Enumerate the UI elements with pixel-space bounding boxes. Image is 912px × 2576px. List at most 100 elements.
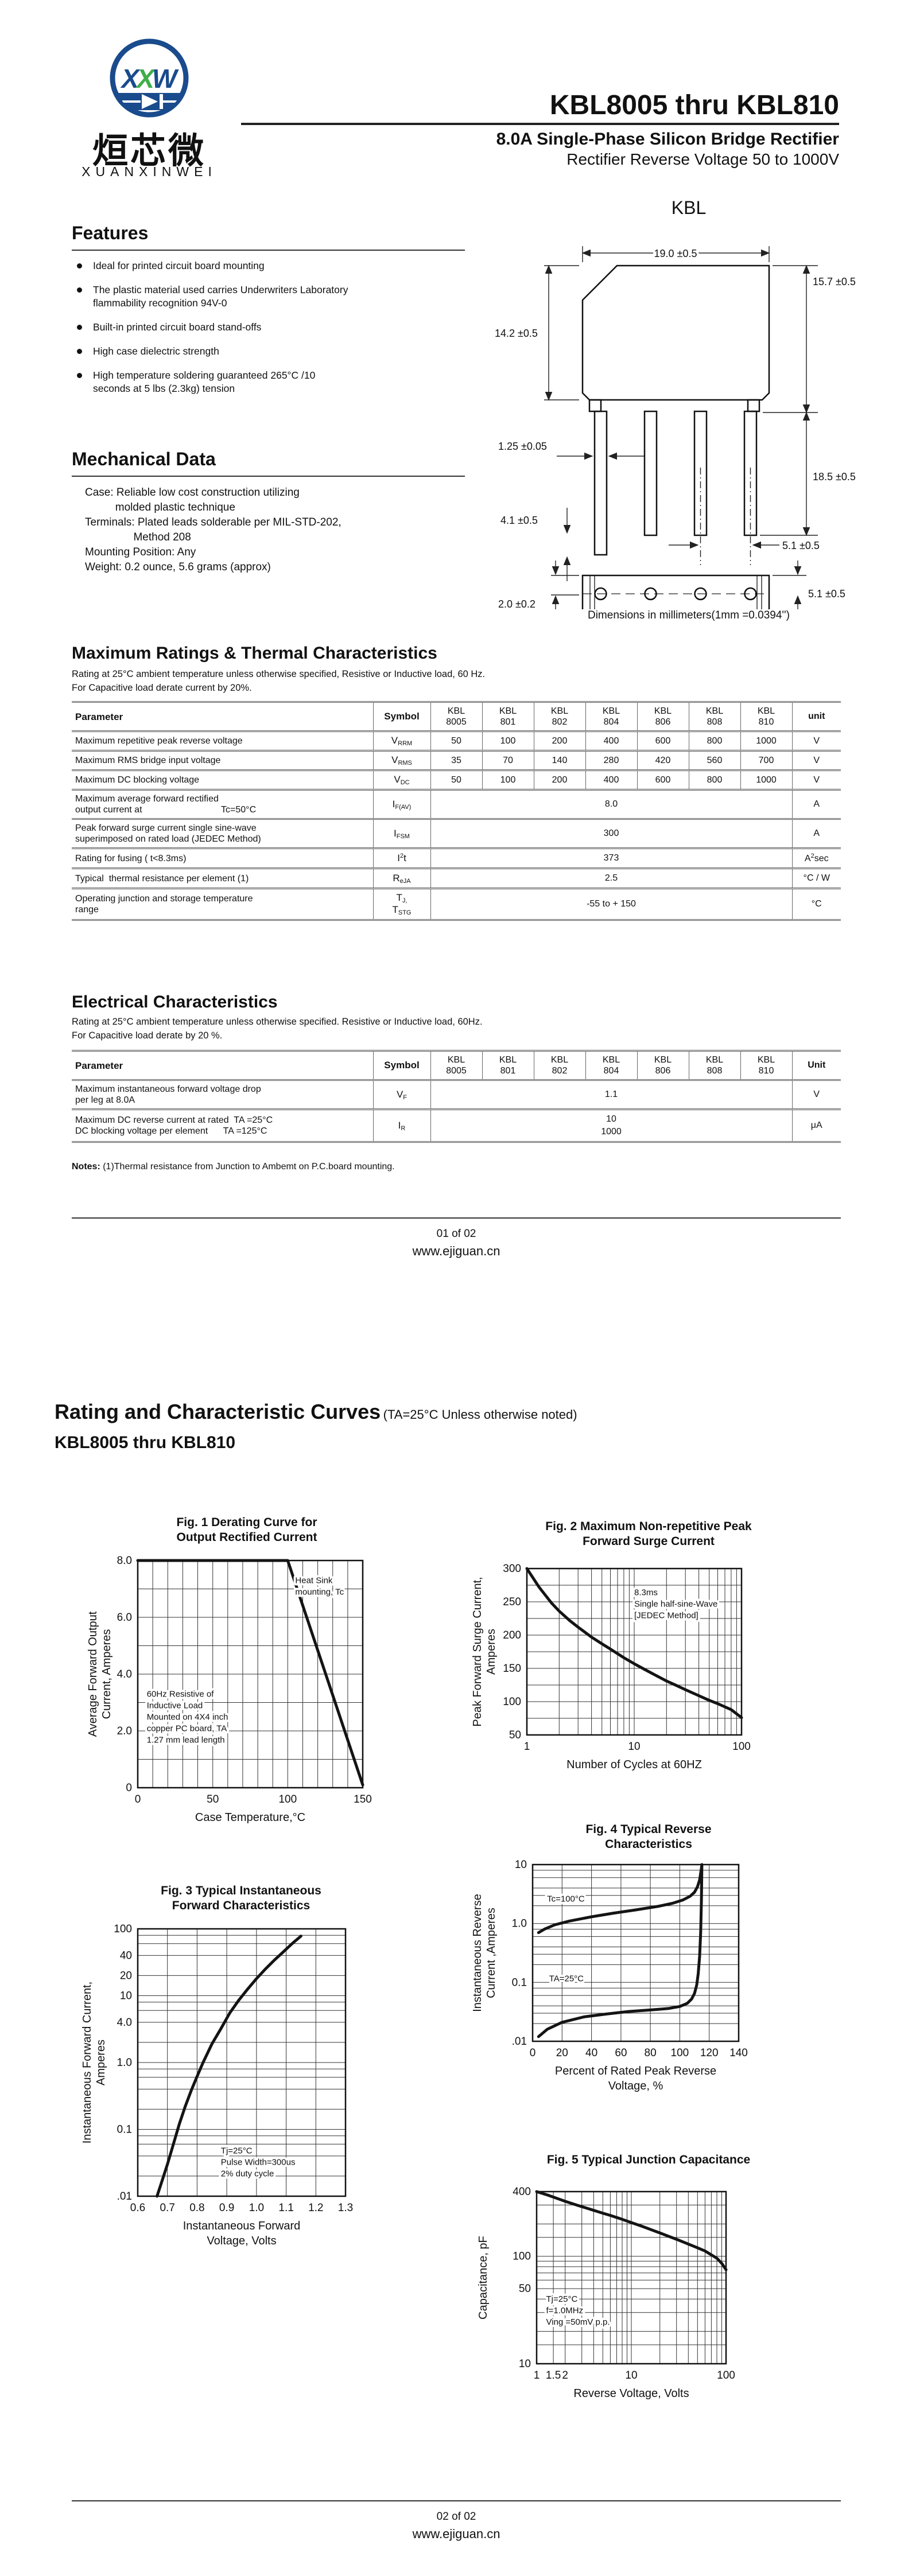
fig4-svg: 0 20 40 60 80 100 120 140 10 1.0 0.1 .01 Tc=100°C TA=… <box>471 1859 748 2092</box>
table-cell: I2t <box>372 848 430 869</box>
table-cell: °C / W <box>791 868 841 889</box>
table-row: Maximum DC reverse current at rated TA =… <box>72 1109 841 1142</box>
max-ratings-cond1: Rating at 25°C ambient temperature unles… <box>72 669 486 679</box>
table-cell: °C <box>791 888 841 920</box>
y-tick-label: 10 <box>120 1990 132 2002</box>
bullet-icon <box>77 325 82 330</box>
y-tick-label: 50 <box>519 2283 531 2295</box>
y-tick-label: .01 <box>117 2190 132 2203</box>
mechanical-line: molded plastic technique <box>85 501 235 513</box>
fig3-chart: 0.6 0.7 0.8 0.9 1.0 1.1 1.2 1.3 100 40 20 10 4.0 1.0 0… <box>80 1915 402 2271</box>
y-tick-label: 2.0 <box>117 1725 132 1737</box>
x-tick-label: 40 <box>585 2047 597 2059</box>
table-cell: 2.5 <box>430 868 792 889</box>
curve-Tc=100C <box>537 1863 704 1935</box>
table-cell: KBL 806 <box>637 702 689 731</box>
table-cell: 373 <box>430 848 792 869</box>
part-number-title: KBL8005 thru KBL810 <box>549 90 839 120</box>
fig3-title: Fig. 3 Typical Instantaneous Forward Cha… <box>161 1884 321 1912</box>
y-tick-label: 4.0 <box>117 2017 132 2029</box>
table-cell: Peak forward surge current single sine-w… <box>75 823 261 844</box>
gridlines <box>138 1561 363 1788</box>
fig4-chart: 0 20 40 60 80 100 120 140 10 1.0 0.1 .01 Tc=100°C TA=… <box>471 1851 826 2126</box>
x-tick-label: 20 <box>556 2047 568 2059</box>
x-tick-label: 0 <box>135 1793 141 1805</box>
plot-frame <box>137 1928 347 2197</box>
x-axis-label: Reverse Voltage, Volts <box>573 2387 689 2400</box>
bullet-icon <box>77 349 82 354</box>
table-cell: 800 <box>688 770 740 790</box>
annotation: mounting, Tc <box>295 1587 344 1597</box>
fig3-svg: 0.6 0.7 0.8 0.9 1.0 1.1 1.2 1.3 100 40 20 10 4.0 1.0 0… <box>81 1923 353 2247</box>
table-cell: VDC <box>372 770 430 790</box>
table-cell: 280 <box>585 750 637 771</box>
x-tick-label: 0.8 <box>189 2202 204 2214</box>
notes-text: (1)Thermal resistance from Junction to A… <box>100 1162 395 1172</box>
x-tick-label: 100 <box>278 1793 297 1805</box>
table-cell: 1.1 <box>430 1080 792 1110</box>
y-tick-label: 150 <box>503 1663 521 1675</box>
table-cell: μA <box>791 1109 841 1142</box>
table-cell: 600 <box>637 770 689 790</box>
electrical-table: Parameter Symbol KBL 8005 KBL 801 KBL 802 KBL… <box>72 1050 841 1143</box>
table-cell: KBL 801 <box>482 1050 534 1080</box>
table-cell: Operating junction and storage temperatu… <box>75 894 253 915</box>
gridlines <box>138 1929 346 2196</box>
y-tick-label: 50 <box>509 1729 521 1741</box>
notes-label: Notes: <box>72 1162 100 1172</box>
package-name: KBL <box>671 197 707 218</box>
mechanical-data-heading: Mechanical Data <box>72 449 465 477</box>
annotation: 8.3ms <box>634 1587 658 1597</box>
features-list: Ideal for printed circuit board mounting… <box>73 259 429 406</box>
fig1-title: Fig. 1 Derating Curve for Output Rectifi… <box>176 1516 317 1544</box>
x-tick-label: 50 <box>207 1793 219 1805</box>
title-divider <box>241 123 839 125</box>
table-cell: 35 <box>430 750 482 771</box>
dim-total-height: 15.7 ±0.5 <box>813 276 856 287</box>
annotation: Tj=25°C <box>546 2294 578 2304</box>
table-cell: 10 1000 <box>430 1109 792 1142</box>
table-row: Operating junction and storage temperatu… <box>72 888 841 920</box>
table-cell: 1000 <box>740 731 792 751</box>
fig2-svg: 1 10 100 50 100 150 200 250 300 8.3ms Single half-… <box>471 1563 751 1771</box>
table-row: Peak forward surge current single sine-w… <box>72 819 841 849</box>
footer1-divider <box>72 1217 841 1219</box>
x-axis-label: Voltage, Volts <box>207 2235 276 2247</box>
y-axis-label: Amperes <box>485 1629 498 1675</box>
x-tick-label: 60 <box>615 2047 627 2059</box>
y-axis-label: Capacitance, pF <box>477 2236 490 2320</box>
table-cell: 8.0 <box>430 789 792 819</box>
y-tick-label: 400 <box>513 2186 531 2198</box>
table-cell: 200 <box>533 770 585 790</box>
mechanical-line: Weight: 0.2 ounce, 5.6 grams (approx) <box>85 561 271 573</box>
bullet-icon <box>77 287 82 293</box>
curve-surge <box>525 1567 743 1719</box>
dim-body-height: 14.2 ±0.5 <box>495 328 538 339</box>
electrical-heading: Electrical Characteristics <box>72 993 278 1011</box>
table-cell: A <box>791 819 841 849</box>
curve-vf <box>156 1935 302 2198</box>
y-axis-label: Instantaneous Forward Current, <box>81 1982 94 2143</box>
y-tick-label: 0.1 <box>117 2124 132 2136</box>
x-tick-label: 0.9 <box>219 2202 234 2214</box>
dim-width: 19.0 ±0.5 <box>654 248 697 259</box>
electrical-cond2: For Capacitive load derate by 20 %. <box>72 1030 223 1041</box>
plot-frame <box>526 1567 743 1736</box>
table-row: Rating for fusing ( t<8.3ms) I2t 373 A2sec <box>72 848 841 869</box>
table-cell: 50 <box>430 770 482 790</box>
dim-lead-width: 1.25 ±0.05 <box>498 441 547 452</box>
y-axis-label: Average Forward Output <box>87 1611 99 1737</box>
x-tick-label: 1.1 <box>278 2202 293 2214</box>
y-tick-label: 8.0 <box>117 1555 132 1567</box>
y-tick-label: .01 <box>512 2036 527 2048</box>
curve-TA=25C <box>537 1863 704 2038</box>
annotation: 2% duty cycle <box>221 2169 274 2178</box>
y-tick-label: 20 <box>120 1970 132 1982</box>
x-tick-label: 1 <box>524 1741 530 1753</box>
table-cell: KBL 810 <box>740 1050 792 1080</box>
y-tick-label: 100 <box>503 1696 521 1708</box>
bullet-icon <box>77 373 82 378</box>
fig1-chart: 0 50 100 150 0 2.0 4.0 6.0 8.0 Heat Sink mounting,… <box>86 1548 408 1869</box>
table-cell: 800 <box>688 731 740 751</box>
